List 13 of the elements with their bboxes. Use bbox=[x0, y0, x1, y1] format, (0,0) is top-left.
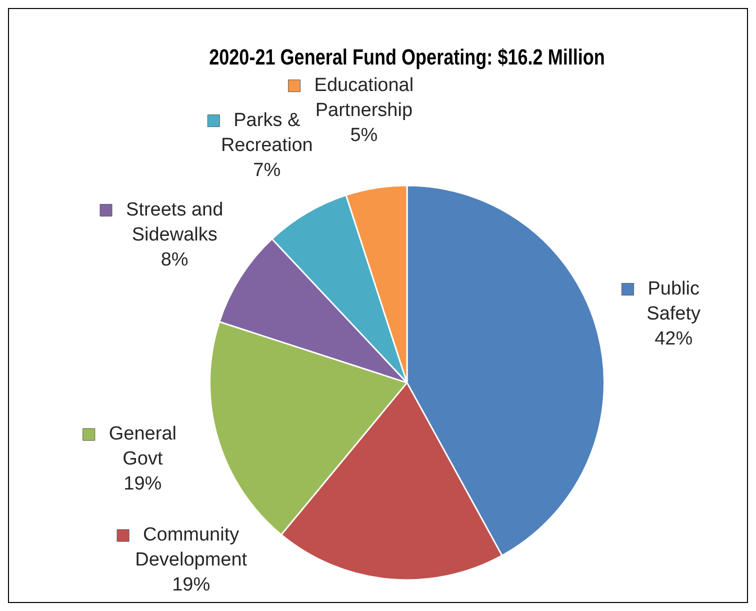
chart-title: 2020-21 General Fund Operating: $16.2 Million bbox=[209, 46, 605, 70]
legend-label: Community Development bbox=[135, 524, 248, 571]
data-label: 8% bbox=[160, 249, 188, 270]
legend-label: General Govt bbox=[108, 424, 176, 470]
legend-label: Educational Partnership bbox=[314, 75, 414, 122]
data-label: 19% bbox=[124, 474, 162, 495]
legend-label: Streets and Sidewalks bbox=[126, 199, 224, 246]
data-label: 19% bbox=[172, 574, 210, 596]
legend-label: Parks & Recreation bbox=[220, 110, 313, 156]
data-label: 5% bbox=[350, 125, 378, 146]
data-label: 7% bbox=[253, 160, 281, 182]
legend-label: Public Safety bbox=[646, 278, 702, 324]
data-label: 42% bbox=[654, 328, 693, 350]
